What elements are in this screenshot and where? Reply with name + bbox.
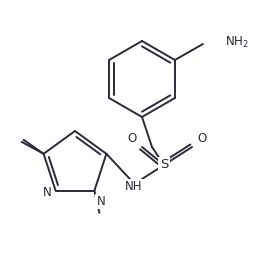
Text: N: N	[96, 195, 105, 208]
Text: S: S	[160, 158, 168, 171]
Text: O: O	[197, 133, 207, 146]
Text: O: O	[127, 133, 136, 146]
Text: NH$_2$: NH$_2$	[225, 35, 249, 50]
Text: NH: NH	[125, 181, 143, 194]
Text: N: N	[43, 186, 51, 199]
